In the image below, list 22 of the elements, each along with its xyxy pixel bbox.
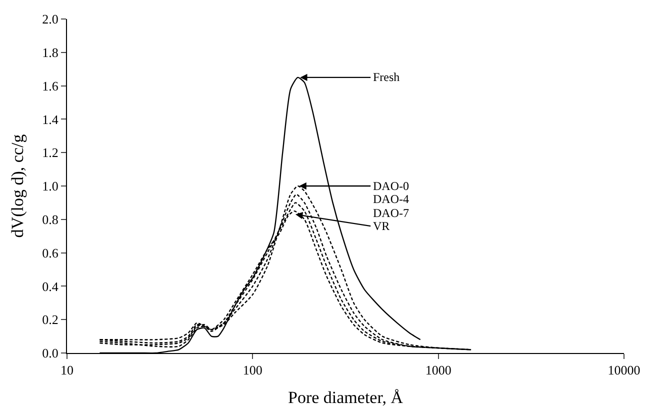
y-tick-label: 1.2 xyxy=(42,145,58,160)
x-tick-label: 100 xyxy=(242,362,262,378)
annotation: Fresh xyxy=(373,70,400,84)
y-tick-label: 0.0 xyxy=(42,346,58,361)
y-axis-title: dV(log d), cc/g xyxy=(8,134,27,238)
y-tick-label: 1.4 xyxy=(42,112,59,127)
annotation: DAO-7 xyxy=(373,206,409,220)
y-tick-label: 2.0 xyxy=(42,12,58,27)
x-tick-label: 10000 xyxy=(608,362,640,378)
x-axis-title: Pore diameter, Å xyxy=(288,388,404,407)
y-tick-label: 1.8 xyxy=(42,44,58,60)
annotation: DAO-4 xyxy=(373,192,409,206)
y-tick-label: 1.0 xyxy=(42,178,58,194)
y-tick-label: 0.6 xyxy=(42,245,59,260)
x-tick-label: 1000 xyxy=(425,362,452,378)
y-tick-label: 0.2 xyxy=(42,312,58,328)
annotation: VR xyxy=(373,219,390,233)
y-tick-label: 0.8 xyxy=(42,212,58,227)
x-tick-label: 10 xyxy=(60,362,74,378)
annotation: DAO-0 xyxy=(373,179,409,193)
y-tick-label: 0.4 xyxy=(42,278,59,294)
y-tick-label: 1.6 xyxy=(42,78,59,94)
